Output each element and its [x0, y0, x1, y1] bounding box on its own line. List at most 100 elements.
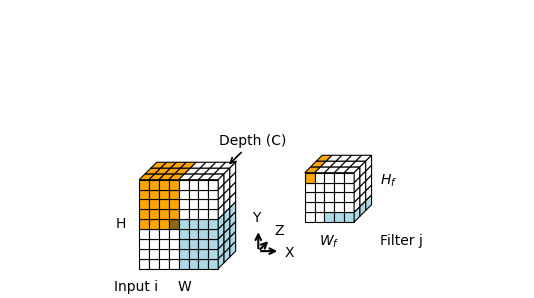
Polygon shape: [230, 202, 235, 218]
Bar: [325, 202, 334, 212]
Bar: [344, 193, 354, 202]
Bar: [169, 249, 179, 259]
Polygon shape: [360, 191, 366, 207]
Polygon shape: [224, 198, 230, 213]
Bar: [189, 209, 199, 219]
Bar: [169, 219, 179, 229]
Polygon shape: [366, 155, 372, 171]
Bar: [199, 229, 208, 239]
Polygon shape: [214, 168, 230, 174]
Polygon shape: [185, 168, 200, 174]
Bar: [199, 239, 208, 249]
Bar: [139, 209, 149, 219]
Polygon shape: [326, 155, 342, 161]
Bar: [179, 209, 189, 219]
Polygon shape: [325, 167, 340, 173]
Bar: [159, 219, 169, 229]
Polygon shape: [139, 174, 155, 180]
Polygon shape: [161, 162, 176, 168]
Polygon shape: [230, 241, 235, 257]
Polygon shape: [230, 221, 235, 237]
Bar: [208, 199, 218, 209]
Polygon shape: [224, 227, 230, 243]
Polygon shape: [180, 162, 196, 168]
Bar: [199, 180, 208, 190]
Bar: [334, 212, 344, 222]
Polygon shape: [354, 167, 360, 183]
Bar: [139, 219, 149, 229]
Polygon shape: [354, 207, 360, 222]
Bar: [169, 180, 179, 190]
Bar: [179, 259, 189, 268]
Polygon shape: [340, 161, 356, 167]
Bar: [189, 199, 199, 209]
Polygon shape: [218, 194, 224, 209]
Polygon shape: [320, 161, 336, 167]
Bar: [208, 180, 218, 190]
Bar: [179, 239, 189, 249]
Bar: [189, 229, 199, 239]
Bar: [344, 173, 354, 183]
Polygon shape: [224, 188, 230, 204]
Bar: [208, 190, 218, 199]
Bar: [139, 239, 149, 249]
Bar: [179, 190, 189, 199]
Text: $H_f$: $H_f$: [380, 173, 397, 190]
Text: Input i: Input i: [114, 280, 159, 294]
Bar: [159, 199, 169, 209]
Bar: [208, 229, 218, 239]
Bar: [334, 183, 344, 193]
Polygon shape: [149, 174, 165, 180]
Text: Filter j: Filter j: [380, 234, 423, 248]
Bar: [179, 219, 189, 229]
Bar: [179, 229, 189, 239]
Bar: [159, 259, 169, 268]
Polygon shape: [366, 175, 372, 191]
Polygon shape: [360, 161, 366, 177]
Polygon shape: [169, 174, 185, 180]
Polygon shape: [224, 208, 230, 223]
Polygon shape: [159, 174, 175, 180]
Polygon shape: [366, 185, 372, 201]
Text: W: W: [178, 280, 191, 294]
Polygon shape: [311, 161, 326, 167]
Polygon shape: [336, 155, 352, 161]
Polygon shape: [189, 174, 205, 180]
Bar: [149, 219, 159, 229]
Bar: [325, 183, 334, 193]
Polygon shape: [224, 247, 230, 263]
Bar: [208, 249, 218, 259]
Bar: [199, 249, 208, 259]
Polygon shape: [224, 178, 230, 194]
Text: H: H: [116, 217, 126, 231]
Bar: [139, 229, 149, 239]
Bar: [159, 229, 169, 239]
Polygon shape: [360, 201, 366, 216]
Bar: [199, 259, 208, 268]
Polygon shape: [346, 155, 362, 161]
Polygon shape: [334, 167, 350, 173]
Bar: [199, 199, 208, 209]
Bar: [315, 193, 325, 202]
Bar: [149, 229, 159, 239]
Bar: [139, 199, 149, 209]
Bar: [159, 180, 169, 190]
Bar: [179, 249, 189, 259]
Polygon shape: [190, 162, 206, 168]
Polygon shape: [230, 212, 235, 227]
Bar: [208, 239, 218, 249]
Bar: [149, 180, 159, 190]
Polygon shape: [360, 171, 366, 187]
Polygon shape: [218, 204, 224, 219]
Polygon shape: [366, 195, 372, 210]
Bar: [189, 219, 199, 229]
Polygon shape: [165, 168, 180, 174]
Polygon shape: [354, 177, 360, 193]
Polygon shape: [145, 168, 161, 174]
Polygon shape: [230, 231, 235, 247]
Bar: [159, 190, 169, 199]
Bar: [149, 239, 159, 249]
Bar: [169, 229, 179, 239]
Polygon shape: [199, 174, 214, 180]
Polygon shape: [350, 161, 366, 167]
